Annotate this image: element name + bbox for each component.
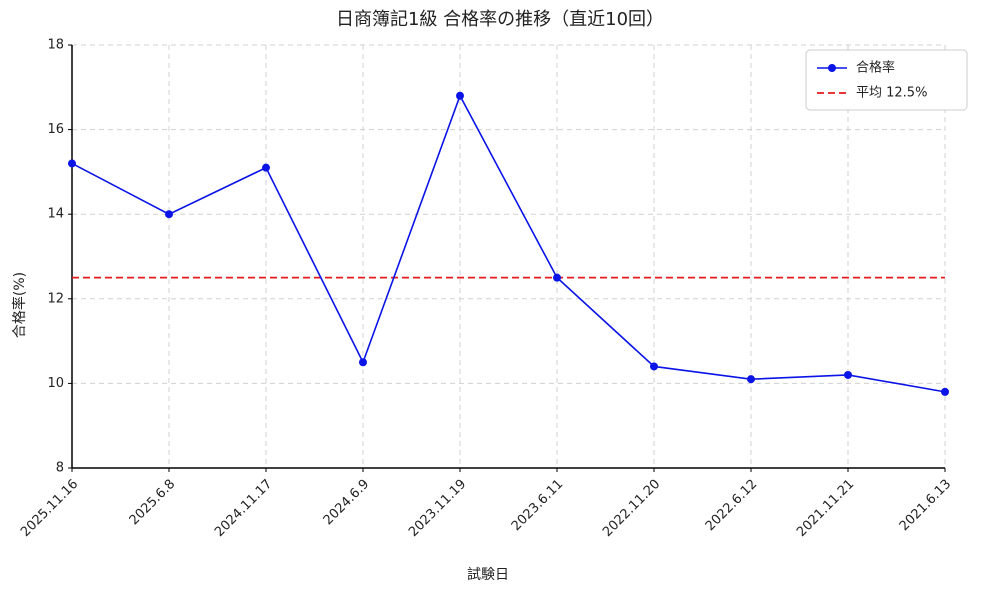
data-point (844, 370, 852, 379)
x-tick-label: 2023.6.11 (509, 477, 566, 534)
y-axis-label: 合格率(%) (11, 272, 28, 338)
chart-title: 日商簿記1級 合格率の推移（直近10回） (336, 9, 664, 30)
legend-label: 合格率 (856, 60, 895, 76)
y-tick-label: 16 (47, 122, 64, 137)
y-tick-label: 10 (47, 376, 64, 391)
data-point (165, 210, 173, 219)
data-point (553, 273, 561, 282)
data-point (262, 163, 270, 172)
x-tick-label: 2025.11.16 (18, 477, 81, 540)
data-point (456, 91, 464, 100)
x-tick-label: 2024.11.17 (212, 477, 275, 540)
y-tick-label: 12 (47, 291, 64, 306)
x-axis-label: 試験日 (467, 567, 509, 583)
x-tick-label: 2021.6.13 (897, 477, 954, 534)
x-tick-label: 2025.6.8 (127, 477, 179, 529)
y-tick-label: 18 (47, 38, 64, 53)
legend-label: 平均 12.5% (856, 86, 927, 101)
data-point (747, 375, 755, 384)
x-tick-label: 2021.11.21 (794, 477, 857, 540)
x-tick-label: 2022.6.12 (703, 477, 760, 534)
data-point (941, 387, 949, 396)
x-tick-label: 2023.11.19 (406, 477, 469, 540)
data-point (359, 358, 367, 367)
x-tick-label: 2024.6.9 (321, 477, 373, 529)
data-point (650, 362, 658, 371)
y-tick-label: 14 (47, 207, 64, 222)
series-line (71, 93, 946, 393)
legend-marker (828, 64, 836, 72)
legend-box (805, 49, 968, 111)
x-tick-label: 2022.11.20 (600, 477, 663, 540)
y-tick-label: 8 (56, 461, 64, 476)
data-point (68, 159, 76, 168)
